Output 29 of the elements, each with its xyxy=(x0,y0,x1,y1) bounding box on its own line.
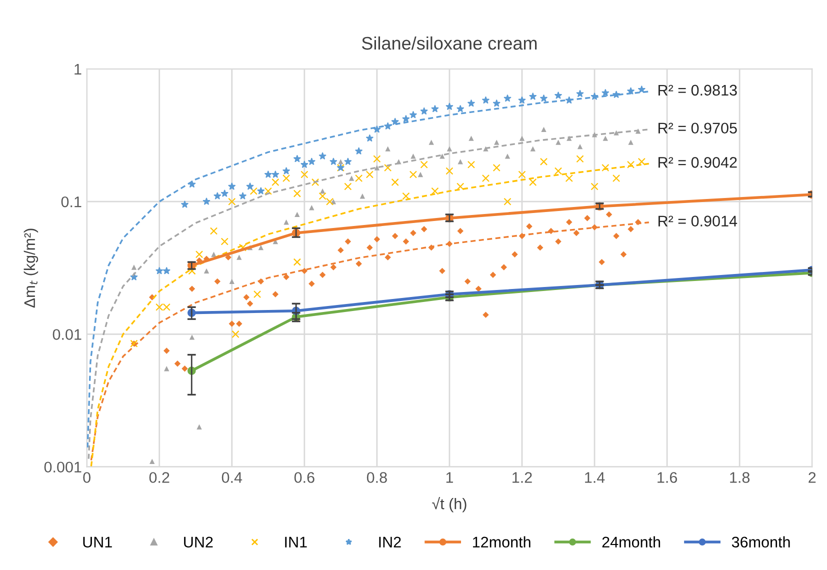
legend-label: UN2 xyxy=(184,536,213,548)
x-tick-label: 1.2 xyxy=(512,472,532,483)
x-tick-label: 0.6 xyxy=(294,472,314,483)
y-tick-label: 0.001 xyxy=(44,462,82,473)
x-tick-label: 1.4 xyxy=(585,472,605,483)
y-axis-title: Δm$_{t}$ (kg/m²) xyxy=(24,228,38,308)
legend-label: UN1 xyxy=(83,536,112,548)
y-tick-label: 1 xyxy=(74,64,82,75)
chart-title: Silane/siloxane cream xyxy=(362,36,537,50)
y-tick-label: 0.01 xyxy=(52,329,82,340)
x-tick-label: 0.8 xyxy=(366,472,387,483)
x-tick-label: 1 xyxy=(446,472,453,483)
x-tick-label: 2 xyxy=(808,472,816,483)
legend-label: 12month xyxy=(473,536,530,548)
annotation: R² = 0.9014 xyxy=(658,216,738,226)
x-tick-label: 1.8 xyxy=(730,472,750,483)
x-tick-label: 0.2 xyxy=(149,472,170,483)
annotation: R² = 0.9813 xyxy=(658,84,737,96)
legend-label: 36month xyxy=(732,536,790,548)
x-tick-label: 1.6 xyxy=(658,472,678,483)
legend-label: 24month xyxy=(602,536,660,548)
legend-label: IN1 xyxy=(285,536,307,548)
x-axis-title: √t (h) xyxy=(432,497,466,512)
x-tick-label: 0.4 xyxy=(222,472,242,483)
legend-label: IN2 xyxy=(379,536,401,548)
annotation: R² = 0.9042 xyxy=(658,157,737,168)
x-tick-label: 0 xyxy=(83,472,90,483)
annotation: R² = 0.9705 xyxy=(658,122,737,134)
y-tick-label: 0.1 xyxy=(61,196,82,208)
